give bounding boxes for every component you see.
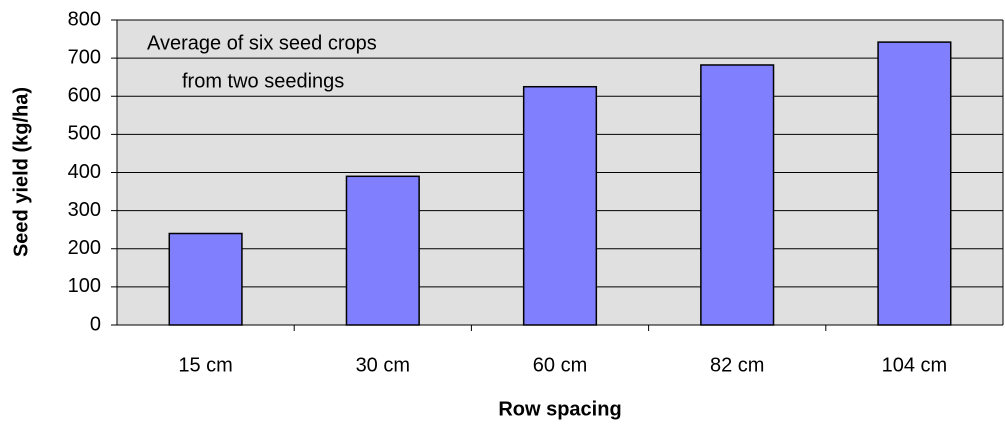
bar [345, 175, 420, 326]
bar [877, 41, 952, 326]
annotation: Average of six seed crops [147, 32, 377, 54]
y-tick-label: 400 [68, 161, 101, 183]
x-tick-label: 15 cm [178, 354, 232, 376]
annotation: from two seedings [182, 70, 344, 92]
y-axis-title: Seed yield (kg/ha) [10, 87, 32, 257]
y-tick-label: 100 [68, 275, 101, 297]
y-tick-label: 700 [68, 46, 101, 68]
bar [522, 85, 598, 326]
x-tick-label: 82 cm [710, 354, 764, 376]
y-tick-label: 300 [68, 199, 101, 221]
y-tick-label: 200 [68, 237, 101, 259]
y-tick-label: 800 [68, 8, 101, 30]
x-axis-title: Row spacing [498, 398, 621, 420]
x-tick-label: 104 cm [882, 354, 948, 376]
y-tick-label: 0 [90, 313, 101, 335]
x-tick-label: 30 cm [356, 354, 410, 376]
bar [168, 232, 243, 326]
y-tick-label: 500 [68, 123, 101, 145]
y-tick-label: 600 [68, 85, 101, 107]
bar [700, 64, 775, 326]
x-tick-label: 60 cm [533, 354, 587, 376]
